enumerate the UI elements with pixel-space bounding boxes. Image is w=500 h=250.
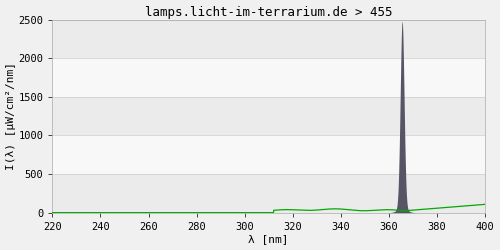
Bar [52, 136, 485, 174]
X-axis label: λ [nm]: λ [nm] [248, 234, 289, 244]
Title: lamps.licht-im-terrarium.de > 455: lamps.licht-im-terrarium.de > 455 [145, 6, 392, 18]
Bar [52, 58, 485, 97]
Bar [52, 20, 485, 58]
Bar [52, 97, 485, 136]
Bar [52, 174, 485, 213]
Y-axis label: I(λ) [μW/cm²/nm]: I(λ) [μW/cm²/nm] [6, 62, 16, 170]
